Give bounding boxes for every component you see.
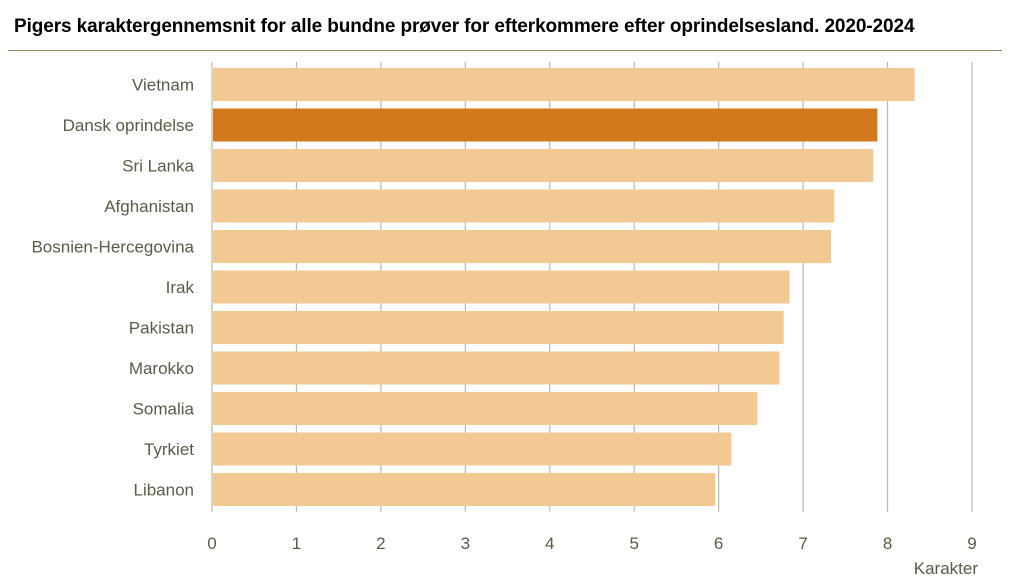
x-tick-label: 0 bbox=[207, 534, 216, 553]
x-tick-label: 2 bbox=[376, 534, 385, 553]
bar-somalia bbox=[213, 392, 758, 425]
category-label: Vietnam bbox=[132, 76, 194, 95]
category-label: Pakistan bbox=[129, 319, 194, 338]
bar-marokko bbox=[213, 351, 780, 385]
bar-tyrkiet bbox=[213, 432, 732, 466]
bar-afghanistan bbox=[213, 189, 835, 223]
x-tick-label: 9 bbox=[967, 534, 976, 553]
category-label: Bosnien-Hercegovina bbox=[31, 238, 194, 257]
x-tick-label: 8 bbox=[883, 534, 892, 553]
category-label: Tyrkiet bbox=[144, 440, 194, 459]
bar-sri-lanka bbox=[213, 149, 874, 182]
bar-libanon bbox=[213, 473, 716, 506]
x-tick-label: 1 bbox=[292, 534, 301, 553]
x-axis-title: Karakter bbox=[914, 559, 979, 578]
bar-dansk-oprindelse bbox=[213, 108, 878, 142]
x-tick-label: 5 bbox=[629, 534, 638, 553]
x-tick-label: 4 bbox=[545, 534, 554, 553]
category-label: Irak bbox=[166, 278, 195, 297]
category-label: Dansk oprindelse bbox=[63, 116, 194, 135]
bar-vietnam bbox=[213, 68, 915, 101]
bar-irak bbox=[213, 270, 790, 304]
title-divider bbox=[8, 50, 1002, 51]
bar-bosnien-hercegovina bbox=[213, 230, 831, 263]
x-tick-label: 6 bbox=[714, 534, 723, 553]
category-label: Libanon bbox=[133, 481, 194, 500]
category-label: Sri Lanka bbox=[122, 157, 194, 176]
category-label: Somalia bbox=[133, 400, 195, 419]
bar-pakistan bbox=[213, 311, 784, 344]
category-label: Afghanistan bbox=[104, 197, 194, 216]
chart-title: Pigers karaktergennemsnit for alle bundn… bbox=[14, 16, 915, 37]
category-label: Marokko bbox=[129, 359, 194, 378]
x-tick-label: 7 bbox=[798, 534, 807, 553]
x-tick-label: 3 bbox=[461, 534, 470, 553]
